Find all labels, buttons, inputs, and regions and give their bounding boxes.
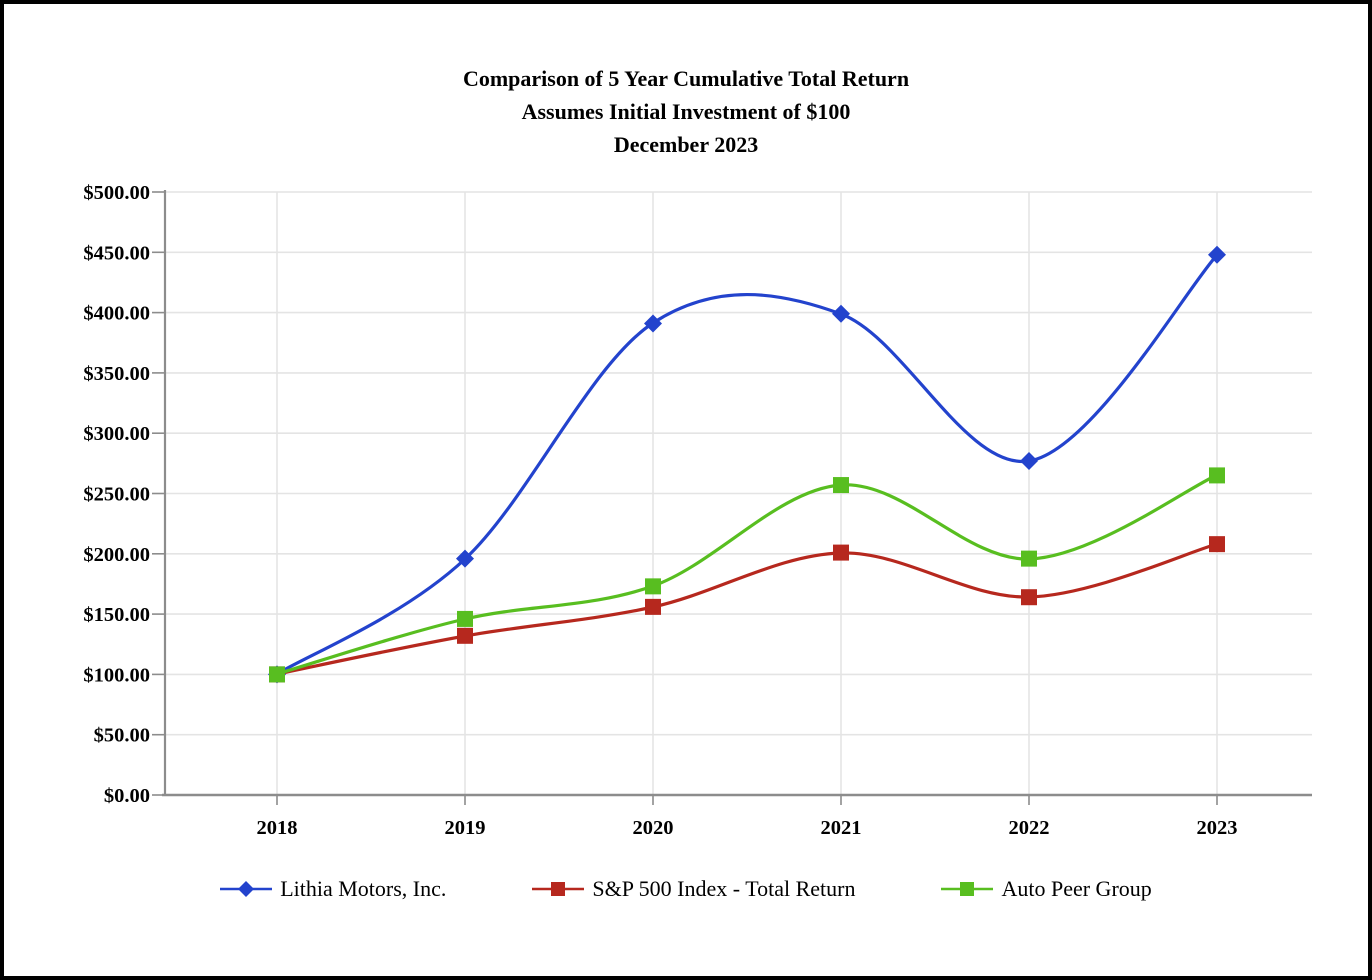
series-marker-square [833,544,849,561]
legend-label: Lithia Motors, Inc. [280,876,447,901]
series-line-s-p-500-index-total-return [275,542,1219,676]
y-tick-label: $0.00 [104,785,150,807]
legend-item-s-p-500-index-total-return: S&P 500 Index - Total Return [532,876,855,902]
plot-area: $0.00 $50.00 $100.00 $150.00 $200.00 $250.00 $… [83,182,1312,839]
y-tick-label: $150.00 [83,604,150,626]
series-marker-diamond [832,304,850,323]
y-tick-label: $200.00 [83,544,150,566]
series-marker-diamond [1020,451,1038,470]
x-tick-label: 2023 [1197,817,1238,839]
x-tick-label: 2019 [445,817,486,839]
legend: Lithia Motors, Inc. S&P 500 Index - Total… [4,876,1368,902]
y-tick-label: $400.00 [83,303,150,325]
x-tick-label: 2021 [821,817,862,839]
series-marker-square [1021,550,1037,567]
y-tick-label: $100.00 [83,664,150,686]
series-line-lithia-motors-inc- [275,253,1219,676]
x-tick-label: 2022 [1009,817,1050,839]
series-marker-diamond [1208,245,1226,264]
y-tick-label: $500.00 [83,182,150,204]
x-tick-label: 2020 [633,817,674,839]
y-tick-label: $50.00 [94,725,150,747]
legend-item-auto-peer-group: Auto Peer Group [941,876,1152,902]
series-marker-square [1209,467,1225,484]
legend-square-icon [941,882,994,896]
y-tick-label: $350.00 [83,363,150,385]
series-marker-square [1209,536,1225,553]
series-marker-square [457,610,473,627]
y-tick-label: $250.00 [83,484,150,506]
chart-title-line-3: December 2023 [613,132,759,157]
legend-square-icon [532,882,585,896]
y-tick-label: $450.00 [83,242,150,264]
series-marker-square [1021,589,1037,606]
series-marker-diamond [644,314,662,333]
series-marker-square [645,578,661,595]
chart-title-line-2: Assumes Initial Investment of $100 [521,99,851,124]
series-marker-square [457,627,473,644]
series-marker-square [269,666,285,683]
series-line-auto-peer-group [275,473,1219,676]
legend-label: Auto Peer Group [1001,876,1152,901]
series-marker-square [645,598,661,615]
legend-diamond-icon [220,881,273,897]
series-marker-diamond [456,549,474,568]
chart-title-line-1: Comparison of 5 Year Cumulative Total Re… [462,66,910,91]
y-tick-label: $300.00 [83,423,150,445]
chart-title: Comparison of 5 Year Cumulative Total Re… [4,62,1368,161]
series-marker-square [833,477,849,494]
legend-item-lithia-motors-inc-: Lithia Motors, Inc. [220,876,446,902]
x-tick-label: 2018 [257,817,298,839]
legend-label: S&P 500 Index - Total Return [592,876,856,901]
